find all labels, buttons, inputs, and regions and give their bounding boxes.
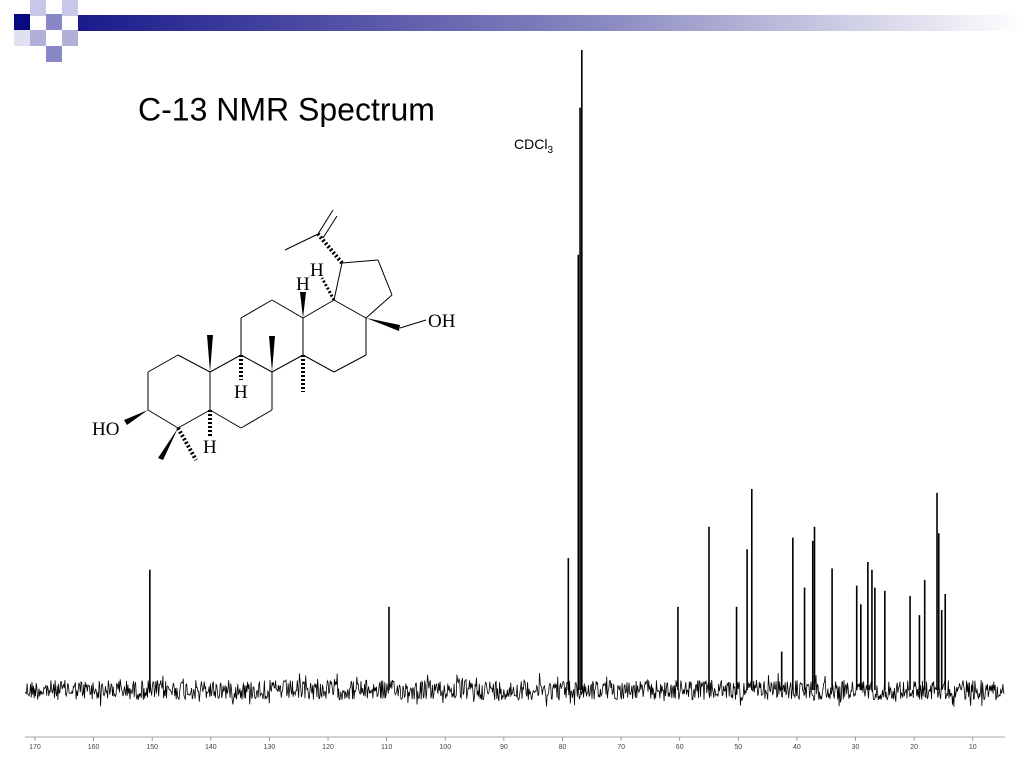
- x-tick-label: 140: [205, 744, 217, 751]
- atom-label: H: [234, 382, 248, 403]
- x-tick-label: 80: [559, 744, 567, 751]
- structure: HO H H H H OH: [92, 209, 456, 461]
- solvent-subscript: 3: [547, 145, 553, 156]
- x-tick-label: 110: [381, 744, 392, 751]
- x-tick-label: 170: [29, 744, 41, 751]
- x-tick-label: 10: [969, 744, 977, 751]
- x-tick-label: 120: [322, 744, 334, 751]
- x-tick-label: 30: [852, 744, 860, 751]
- solvent-label: CDCl3: [514, 136, 553, 156]
- x-tick-label: 100: [439, 744, 451, 751]
- x-tick-label: 160: [88, 744, 100, 751]
- x-tick-label: 50: [734, 744, 742, 751]
- atom-label: H: [203, 437, 217, 458]
- spectrum: 170 160 150 140 130 120 110 100 90 80 70 60 50 40 30 20…: [24, 50, 1005, 751]
- x-tick-label: 20: [910, 744, 918, 751]
- x-tick-label: 40: [793, 744, 801, 751]
- atom-label: H: [296, 274, 310, 295]
- atom-label: H: [310, 260, 324, 281]
- x-tick-label: 130: [264, 744, 276, 751]
- noise: [24, 673, 1005, 707]
- atom-label: OH: [428, 311, 456, 332]
- x-tick-label: 70: [617, 744, 625, 751]
- x-tick-label: 150: [146, 744, 158, 751]
- x-tick-label: 60: [676, 744, 684, 751]
- decoration: [14, 0, 1024, 62]
- atom-label: HO: [92, 419, 119, 440]
- solvent-text: CDCl: [514, 136, 547, 152]
- chart-title: C-13 NMR Spectrum: [138, 91, 435, 127]
- x-tick-label: 90: [500, 744, 508, 751]
